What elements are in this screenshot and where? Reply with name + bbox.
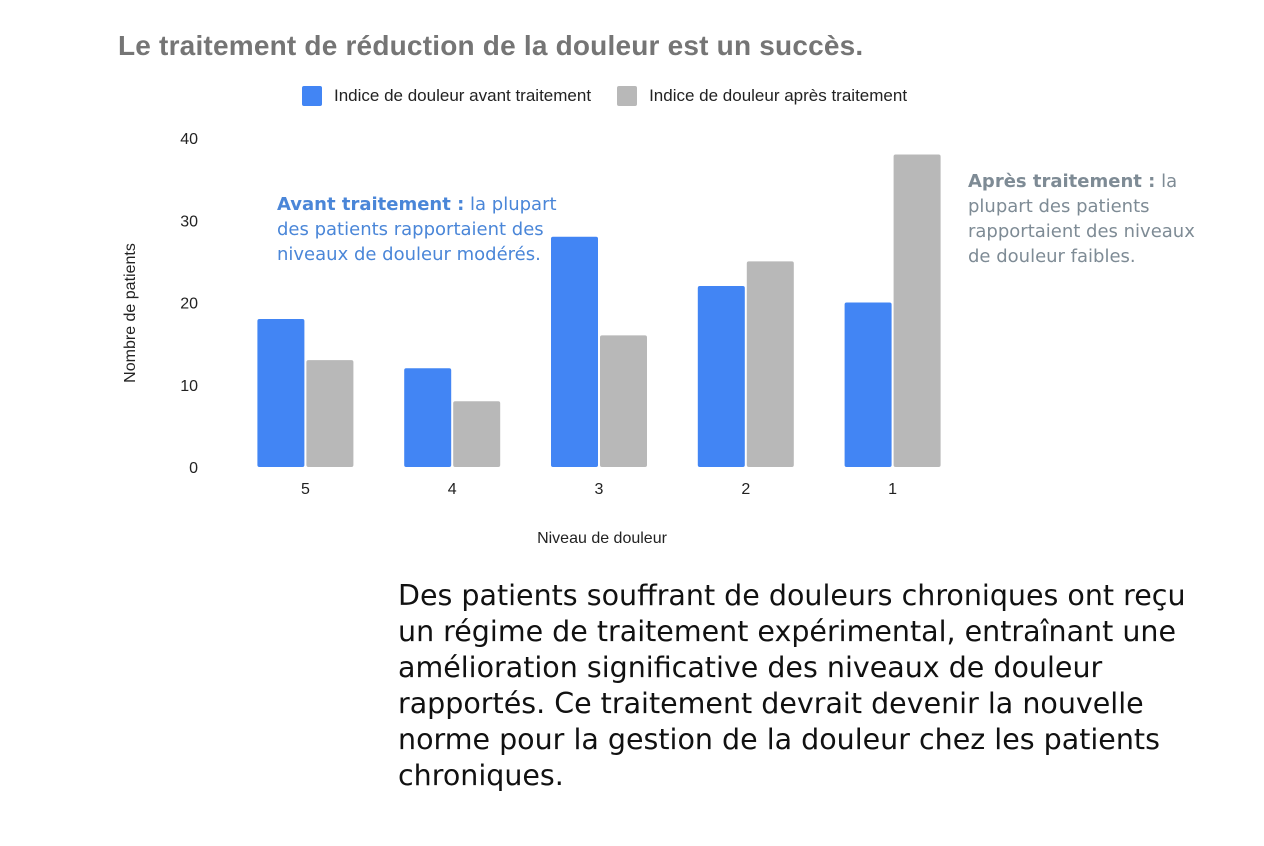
annotation-before: Avant traitement : la plupart des patien… [277, 192, 577, 267]
annotation-after-text: la plupart des patients rapportaient des… [968, 171, 1195, 267]
y-axis-ticks: 0 10 20 30 40 [180, 131, 198, 477]
annotation-after-bold: Après traitement : [968, 171, 1156, 192]
x-tick-label: 1 [888, 481, 897, 498]
legend: Indice de douleur avant traitement Indic… [302, 86, 933, 106]
x-axis-ticks: 5 4 3 2 1 [301, 481, 897, 498]
bar-before-level-2 [697, 286, 745, 467]
bar-after-level-3 [600, 335, 647, 467]
legend-swatch-before [302, 86, 322, 106]
bar-after-level-5 [306, 360, 354, 467]
legend-label-before: Indice de douleur avant traitement [334, 86, 592, 105]
y-tick-label: 0 [189, 460, 198, 477]
y-tick-label: 20 [180, 296, 198, 313]
x-tick-label: 3 [595, 481, 604, 498]
legend-item-before: Indice de douleur avant traitement [302, 86, 591, 106]
summary-paragraph: Des patients souffrant de douleurs chron… [398, 579, 1186, 792]
x-axis-title: Niveau de douleur [537, 530, 668, 547]
annotation-after: Après traitement : la plupart des patien… [968, 169, 1198, 269]
bar-before-level-1 [844, 302, 892, 467]
bars [257, 154, 941, 467]
bar-before-level-5 [257, 318, 305, 467]
y-tick-label: 30 [180, 213, 198, 230]
bar-before-level-4 [404, 368, 452, 467]
bar-before-level-3 [551, 236, 598, 467]
x-tick-label: 5 [301, 481, 310, 498]
x-tick-label: 2 [741, 481, 750, 498]
bar-after-level-2 [746, 261, 794, 467]
chart-title: Le traitement de réduction de la douleur… [118, 30, 864, 61]
x-tick-label: 4 [448, 481, 457, 498]
legend-item-after: Indice de douleur après traitement [617, 86, 907, 106]
y-tick-label: 10 [180, 378, 198, 395]
annotation-before-bold: Avant traitement : [277, 194, 465, 215]
legend-label-after: Indice de douleur après traitement [649, 86, 908, 105]
y-tick-label: 40 [180, 131, 198, 148]
bar-after-level-1 [893, 154, 941, 467]
legend-swatch-after [617, 86, 638, 106]
bar-after-level-4 [453, 401, 501, 467]
annotation-before-text: la plupart des patients rapportaient des… [277, 194, 557, 265]
y-axis-title: Nombre de patients [122, 243, 139, 383]
